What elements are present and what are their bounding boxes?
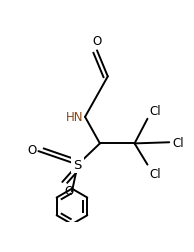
Text: Cl: Cl	[149, 167, 161, 180]
Text: S: S	[74, 159, 82, 171]
Text: Cl: Cl	[149, 104, 161, 117]
Text: HN: HN	[66, 111, 83, 124]
Text: O: O	[27, 143, 36, 156]
Text: O: O	[92, 34, 102, 47]
Text: O: O	[64, 184, 74, 197]
Text: Cl: Cl	[172, 136, 184, 149]
